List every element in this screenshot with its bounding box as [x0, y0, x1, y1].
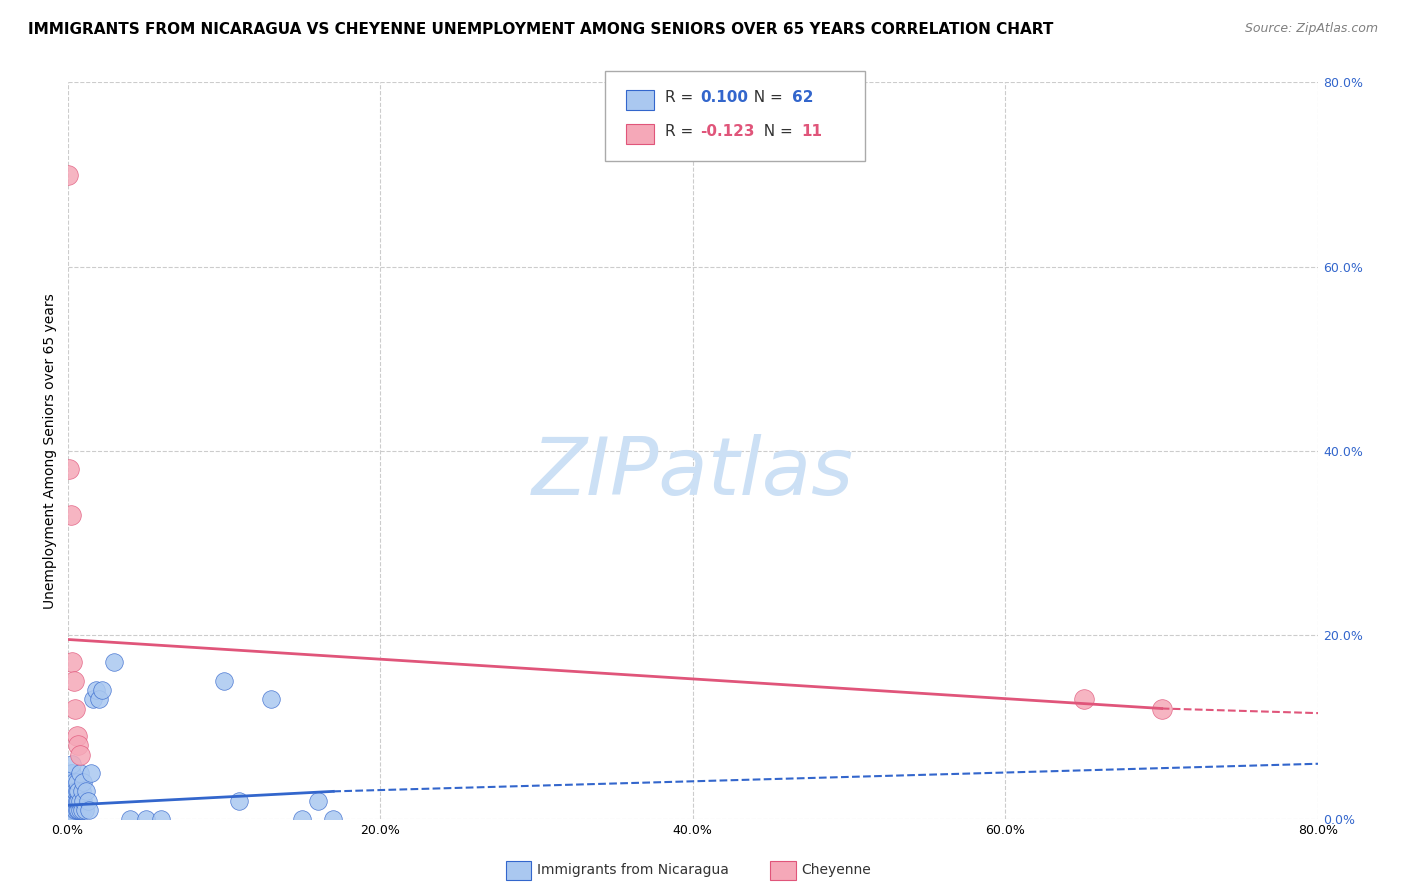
Point: [58, 462, 80, 476]
Text: Cheyenne: Cheyenne: [801, 863, 872, 877]
Point: [59, 784, 82, 798]
Point: [228, 794, 250, 808]
Point: [59, 775, 82, 789]
Point: [66, 775, 89, 789]
Point: [82, 692, 104, 706]
Point: [65, 812, 87, 826]
Point: [72, 794, 94, 808]
Point: [103, 656, 125, 670]
Text: 0.100: 0.100: [700, 90, 748, 104]
Point: [65, 784, 87, 798]
Point: [70, 803, 93, 817]
Point: [62, 812, 84, 826]
Text: R =: R =: [665, 124, 699, 138]
Text: Immigrants from Nicaragua: Immigrants from Nicaragua: [537, 863, 728, 877]
Point: [67, 794, 90, 808]
Point: [69, 747, 91, 762]
Text: -0.123: -0.123: [700, 124, 755, 138]
Point: [60, 656, 83, 670]
Point: [60, 756, 83, 771]
Point: [59, 766, 82, 780]
Text: IMMIGRANTS FROM NICARAGUA VS CHEYENNE UNEMPLOYMENT AMONG SENIORS OVER 65 YEARS C: IMMIGRANTS FROM NICARAGUA VS CHEYENNE UN…: [28, 22, 1053, 37]
Point: [1150, 701, 1173, 715]
Point: [60, 812, 83, 826]
Point: [60, 775, 83, 789]
Text: 62: 62: [792, 90, 813, 104]
Point: [62, 803, 84, 817]
Point: [69, 766, 91, 780]
Point: [69, 803, 91, 817]
Point: [65, 794, 87, 808]
Point: [58, 775, 80, 789]
Point: [150, 812, 173, 826]
Point: [90, 683, 112, 698]
Point: [70, 784, 93, 798]
Point: [56, 803, 79, 817]
Point: [212, 673, 235, 688]
Point: [65, 701, 87, 715]
Point: [73, 803, 96, 817]
Point: [56, 812, 79, 826]
Point: [307, 794, 329, 808]
Text: N =: N =: [744, 90, 787, 104]
Point: [59, 812, 82, 826]
Point: [65, 803, 87, 817]
Point: [66, 803, 89, 817]
Text: R =: R =: [665, 90, 699, 104]
Point: [62, 784, 84, 798]
Point: [62, 775, 84, 789]
Point: [58, 812, 80, 826]
Point: [58, 784, 80, 798]
Point: [260, 692, 283, 706]
Point: [76, 794, 98, 808]
Point: [72, 775, 94, 789]
Point: [56, 168, 79, 182]
Point: [62, 673, 84, 688]
Point: [62, 794, 84, 808]
Point: [79, 803, 101, 817]
Text: Source: ZipAtlas.com: Source: ZipAtlas.com: [1244, 22, 1378, 36]
Point: [67, 784, 90, 798]
Point: [67, 803, 90, 817]
Point: [1073, 692, 1095, 706]
Point: [66, 794, 89, 808]
Y-axis label: Unemployment Among Seniors over 65 years: Unemployment Among Seniors over 65 years: [44, 293, 58, 608]
Point: [322, 812, 344, 826]
Point: [60, 766, 83, 780]
Point: [60, 803, 83, 817]
Text: ZIPatlas: ZIPatlas: [531, 434, 853, 512]
Point: [60, 794, 83, 808]
Point: [75, 784, 97, 798]
Point: [60, 784, 83, 798]
Point: [59, 803, 82, 817]
Point: [59, 794, 82, 808]
Point: [66, 729, 89, 743]
Point: [66, 784, 89, 798]
Point: [135, 812, 157, 826]
Point: [291, 812, 314, 826]
Text: 11: 11: [801, 124, 823, 138]
Point: [59, 508, 82, 523]
Point: [58, 807, 80, 822]
Text: N =: N =: [754, 124, 797, 138]
Point: [69, 794, 91, 808]
Point: [80, 766, 103, 780]
Point: [87, 692, 110, 706]
Point: [84, 683, 107, 698]
Point: [67, 739, 90, 753]
Point: [120, 812, 142, 826]
Point: [58, 794, 80, 808]
